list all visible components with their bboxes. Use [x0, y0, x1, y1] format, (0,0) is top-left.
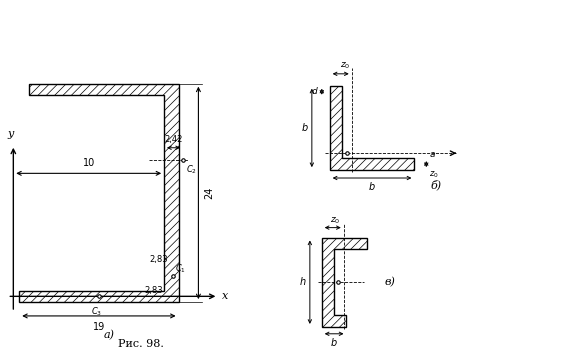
Text: 10: 10 — [83, 158, 95, 168]
Text: b: b — [302, 123, 308, 133]
Text: б): б) — [430, 180, 441, 191]
Text: $z_0$: $z_0$ — [329, 215, 340, 226]
Text: 2,83: 2,83 — [149, 255, 168, 264]
Text: в): в) — [385, 277, 395, 287]
Text: 19: 19 — [93, 322, 105, 332]
Text: 24: 24 — [204, 187, 215, 199]
Polygon shape — [19, 84, 178, 302]
Text: $C_1$: $C_1$ — [175, 262, 185, 275]
Text: 2,83: 2,83 — [144, 286, 163, 295]
Text: $C_3$: $C_3$ — [91, 305, 102, 318]
Text: а): а) — [104, 330, 114, 340]
Polygon shape — [322, 238, 367, 327]
Text: d: d — [312, 87, 318, 96]
Text: y: y — [7, 129, 14, 139]
Text: b: b — [369, 182, 375, 192]
Text: 2,42: 2,42 — [164, 135, 183, 144]
Polygon shape — [330, 86, 414, 170]
Text: $z_0$: $z_0$ — [341, 61, 351, 71]
Text: x: x — [222, 291, 229, 301]
Text: b: b — [331, 338, 337, 348]
Text: $C_2$: $C_2$ — [186, 164, 197, 176]
Text: a: a — [429, 150, 435, 159]
Text: h: h — [300, 277, 306, 287]
Text: $z_0$: $z_0$ — [429, 169, 439, 180]
Text: Рис. 98.: Рис. 98. — [118, 339, 164, 349]
